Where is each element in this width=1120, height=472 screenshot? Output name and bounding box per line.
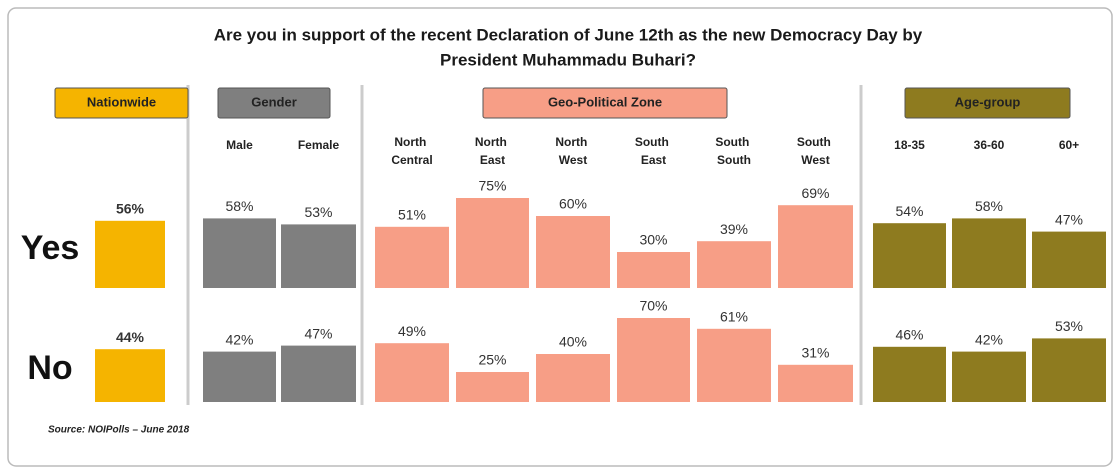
category-label: 18-35 [894,138,925,152]
panel-header [217,87,331,119]
panel-header [482,87,728,119]
row-label: No [27,349,72,387]
panel-title: Nationwide [87,94,156,109]
value-label: 53% [1055,318,1083,334]
bar [203,218,276,288]
value-label: 75% [478,178,506,194]
bar [281,345,356,402]
value-label: 69% [801,185,829,201]
value-label: 47% [304,325,332,341]
panel-title: Gender [251,94,297,109]
category-label: South South [715,135,752,167]
category-label: North Central [391,135,432,167]
bar [456,198,529,288]
value-label: 25% [478,352,506,368]
bar [617,318,690,402]
value-label: 51% [398,207,426,223]
category-label: South East [635,135,672,167]
bar [778,205,853,288]
panel-header [904,87,1071,119]
category-label: North West [555,135,590,167]
bar [95,349,165,402]
bar [1032,338,1106,402]
value-label: 40% [559,334,587,350]
bar [952,351,1026,402]
panel-header [54,87,189,119]
bar [952,218,1026,288]
category-label: North East [475,135,510,167]
bar [203,351,276,402]
value-label: 53% [304,204,332,220]
value-label: 58% [975,198,1003,214]
value-label: 42% [225,331,253,347]
bar [873,223,946,288]
category-label: 60+ [1059,138,1079,152]
bar [1032,231,1106,288]
value-label: 49% [398,323,426,339]
bar [281,224,356,288]
source: Source: NOIPolls – June 2018 [48,425,190,436]
bar [617,252,690,288]
bar [536,216,610,288]
value-label: 39% [720,221,748,237]
value-label: 47% [1055,211,1083,227]
value-label: 61% [720,309,748,325]
chart-title: President Muhammadu Buhari? [440,50,696,69]
value-label: 58% [225,198,253,214]
bar [697,328,771,402]
category-label: 36-60 [974,138,1005,152]
value-label: 30% [639,232,667,248]
value-label: 42% [975,331,1003,347]
value-label: 54% [895,203,923,219]
row-label: Yes [21,229,80,267]
bar [456,372,529,402]
value-label: 31% [801,345,829,361]
category-label: South West [797,135,834,167]
value-label: 44% [116,329,145,345]
bar [778,364,853,402]
bar [375,226,449,288]
category-label: Male [226,138,253,152]
bar [536,354,610,402]
bar [697,241,771,288]
panel-title: Geo-Political Zone [548,94,662,109]
value-label: 46% [895,327,923,343]
value-label: 60% [559,196,587,212]
bar [95,220,165,288]
value-label: 56% [116,201,145,217]
category-label: Female [298,138,340,152]
chart-title: Are you in support of the recent Declara… [214,25,923,44]
value-label: 70% [639,298,667,314]
panel-title: Age-group [955,94,1021,109]
bar [375,343,449,402]
bar [873,346,946,402]
